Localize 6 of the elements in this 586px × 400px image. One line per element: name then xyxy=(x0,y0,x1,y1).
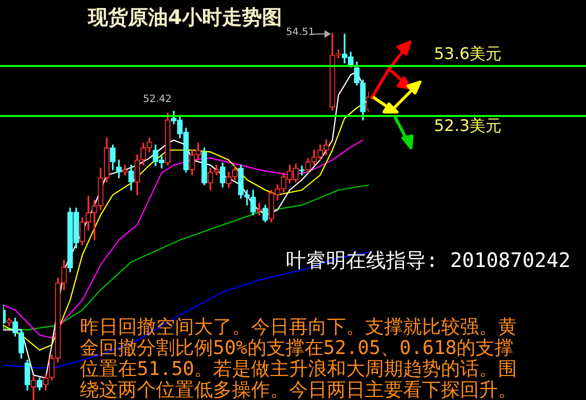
annotation: 52.42 xyxy=(143,94,172,105)
chart-title: 现货原油4小时走势图 xyxy=(88,4,282,31)
ref-line-label: 52.3美元 xyxy=(434,116,502,136)
annotation: 54.51 xyxy=(286,27,315,38)
candlestick xyxy=(336,50,342,58)
ref-line-label: 53.6美元 xyxy=(434,44,502,64)
